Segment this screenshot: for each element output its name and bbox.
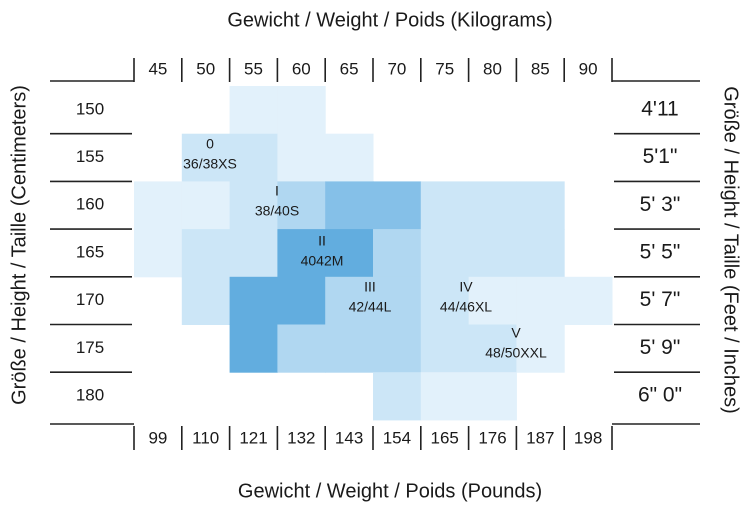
title-top: Gewicht / Weight / Poids (Kilograms): [227, 9, 552, 31]
size-cell: [516, 324, 565, 373]
size-cell: [420, 276, 470, 325]
size-number: I: [275, 183, 279, 199]
size-cell: [325, 133, 374, 182]
size-cell: [181, 229, 231, 278]
kg-label: 90: [579, 59, 598, 78]
size-label: 36/38XS: [183, 156, 237, 172]
lb-label: 154: [383, 428, 411, 447]
lb-label: 110: [192, 428, 219, 447]
kg-label: 45: [148, 59, 167, 78]
lb-label: 165: [431, 428, 459, 447]
size-label: 42/44L: [349, 299, 392, 315]
size-cell: [516, 276, 565, 325]
size-cell: [325, 229, 374, 278]
size-label: 48/50XXL: [485, 345, 547, 361]
cm-label: 165: [76, 242, 104, 261]
ft-label: 5' 5": [640, 240, 681, 263]
size-cell: [373, 229, 422, 278]
size-number: III: [364, 279, 376, 295]
kg-label: 75: [435, 59, 454, 78]
size-cell: [229, 276, 278, 325]
cm-label: 175: [76, 338, 104, 357]
size-cell: [468, 276, 517, 325]
size-number: IV: [459, 279, 473, 295]
lb-label: 176: [478, 428, 506, 447]
lb-label: 99: [148, 428, 167, 447]
kg-label: 65: [340, 59, 359, 78]
size-cell: [468, 181, 517, 230]
size-cell: [420, 181, 470, 230]
size-cell: [325, 276, 374, 325]
size-cell: [277, 133, 326, 182]
size-cell: [420, 324, 470, 373]
size-cell: [229, 86, 278, 135]
size-cell: [373, 372, 422, 421]
cm-label: 180: [76, 386, 104, 405]
size-number: 0: [206, 136, 214, 152]
cells: [134, 86, 613, 421]
size-cell: [134, 181, 183, 230]
kg-label: 80: [483, 59, 502, 78]
size-cell: [468, 229, 517, 278]
size-cell: [229, 229, 278, 278]
size-cell: [134, 229, 183, 278]
size-cell: [373, 181, 422, 230]
ft-label: 5'1": [643, 145, 678, 168]
size-cell: [181, 133, 231, 182]
size-cell: [373, 276, 422, 325]
cm-label: 155: [76, 147, 104, 166]
ft-label: 4'11: [641, 97, 679, 120]
cm-label: 170: [76, 290, 104, 309]
lb-label: 187: [526, 428, 554, 447]
size-cell: [277, 229, 326, 278]
size-number: V: [511, 325, 521, 341]
axis-left: Größe / Height / Taille (Centimeters): [8, 85, 30, 405]
kg-label: 55: [244, 59, 263, 78]
size-cell: [277, 324, 326, 373]
ft-label: 5' 9": [640, 336, 681, 359]
lb-label: 143: [335, 428, 363, 447]
size-number: II: [318, 233, 326, 249]
size-cell: [229, 324, 278, 373]
lb-label: 132: [287, 428, 315, 447]
size-label: 4042M: [301, 253, 344, 269]
size-cell: [325, 181, 374, 230]
size-cell: [420, 372, 470, 421]
kg-label: 50: [196, 59, 215, 78]
size-cell: [229, 133, 278, 182]
size-cell: [181, 181, 231, 230]
size-label: 44/46XL: [440, 299, 492, 315]
size-cell: [277, 181, 326, 230]
size-cell: [468, 372, 517, 421]
cm-label: 150: [76, 99, 104, 118]
size-cell: [277, 276, 326, 325]
size-cell: [564, 276, 613, 325]
kg-label: 85: [531, 59, 550, 78]
cm-label: 160: [76, 195, 104, 214]
size-cell: [468, 324, 517, 373]
ft-label: 5' 3": [640, 193, 681, 216]
ft-label: 5' 7": [640, 288, 681, 311]
title-bottom: Gewicht / Weight / Poids (Pounds): [238, 480, 542, 502]
size-cell: [325, 324, 374, 373]
ft-label: 6" 0": [638, 384, 682, 407]
lb-label: 198: [574, 428, 602, 447]
size-cell: [181, 276, 231, 325]
size-cell: [277, 86, 326, 135]
size-label: 38/40S: [255, 203, 299, 219]
kg-label: 70: [387, 59, 406, 78]
axis-right: Größe / Height / Taille (Feet / Inches): [720, 86, 742, 414]
size-cell: [516, 229, 565, 278]
size-cell: [420, 229, 470, 278]
lb-label: 121: [239, 428, 267, 447]
size-cell: [516, 181, 565, 230]
size-cell: [229, 181, 278, 230]
size-cell: [373, 324, 422, 373]
kg-label: 60: [292, 59, 311, 78]
